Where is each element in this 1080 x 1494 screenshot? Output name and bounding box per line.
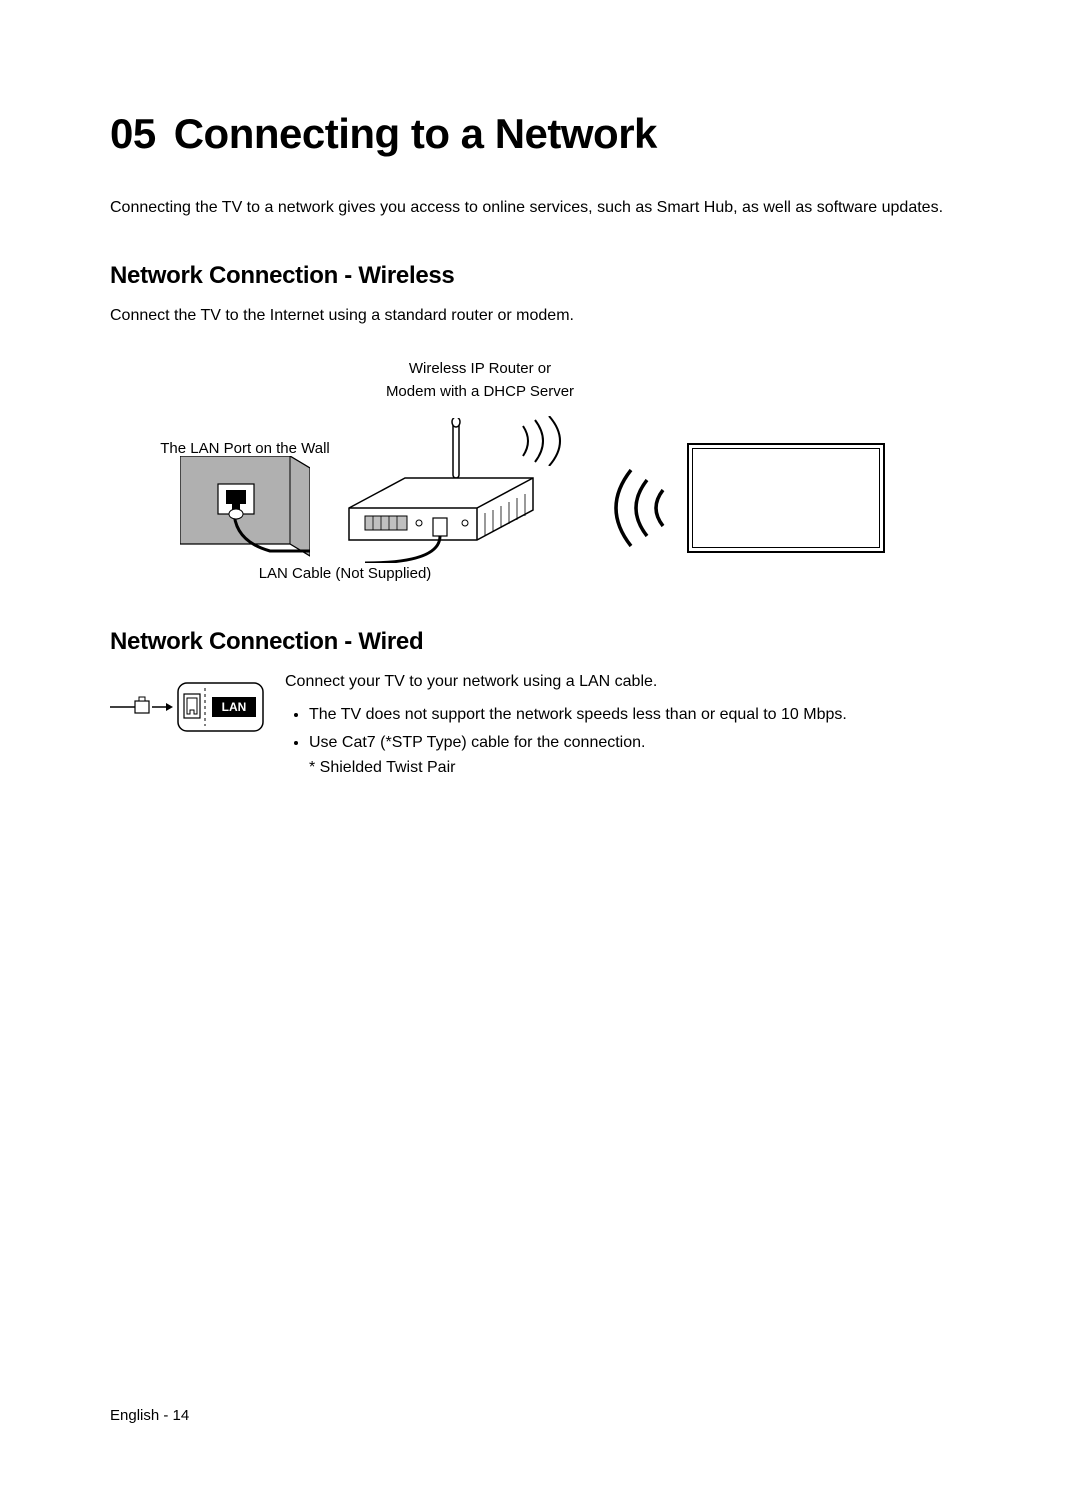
tv-icon: [687, 443, 885, 553]
chapter-title-text: Connecting to a Network: [174, 110, 657, 157]
wireless-section-title: Network Connection - Wireless: [110, 262, 970, 290]
wired-bullet-2: Use Cat7 (*STP Type) cable for the conne…: [309, 730, 970, 781]
wall-port-label: The LAN Port on the Wall: [140, 440, 350, 457]
footer-page-number: 14: [173, 1407, 190, 1424]
lan-port-label: LAN: [222, 700, 247, 714]
wired-footnote: * Shielded Twist Pair: [309, 755, 970, 781]
chapter-title: 05 Connecting to a Network: [110, 110, 970, 158]
lan-port-diagram: LAN: [110, 670, 265, 783]
wired-section-title: Network Connection - Wired: [110, 628, 970, 656]
wireless-section-text: Connect the TV to the Internet using a s…: [110, 304, 970, 328]
wifi-waves-out-icon: [515, 416, 575, 466]
router-label: Wireless IP Router or Modem with a DHCP …: [340, 358, 620, 403]
chapter-number: 05: [110, 110, 156, 157]
wired-intro-text: Connect your TV to your network using a …: [285, 670, 970, 694]
intro-paragraph: Connecting the TV to a network gives you…: [110, 196, 970, 220]
wired-section: LAN Connect your TV to your network usin…: [110, 670, 970, 783]
footer-language: English: [110, 1407, 159, 1424]
wall-plate-icon: [180, 456, 310, 571]
page-footer: English - 14: [110, 1407, 189, 1424]
router-icon: [345, 418, 535, 563]
wired-bullet-1: The TV does not support the network spee…: [309, 702, 970, 728]
wired-content: Connect your TV to your network using a …: [285, 670, 970, 783]
wired-bullets: The TV does not support the network spee…: [285, 702, 970, 781]
wifi-waves-in-icon: [605, 468, 675, 548]
wireless-diagram: Wireless IP Router or Modem with a DHCP …: [110, 358, 970, 608]
